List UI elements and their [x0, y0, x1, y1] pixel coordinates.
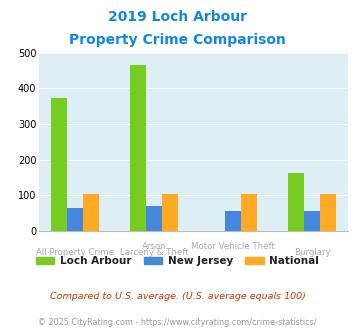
Text: © 2025 CityRating.com - https://www.cityrating.com/crime-statistics/: © 2025 CityRating.com - https://www.city… — [38, 318, 317, 327]
Bar — [146, 206, 162, 231]
Bar — [130, 65, 146, 231]
Bar — [51, 98, 67, 231]
Bar — [304, 211, 320, 231]
Text: 2019 Loch Arbour: 2019 Loch Arbour — [108, 10, 247, 24]
Bar — [67, 208, 83, 231]
Bar — [225, 211, 241, 231]
Bar — [241, 194, 257, 231]
Bar — [162, 194, 178, 231]
Text: Property Crime Comparison: Property Crime Comparison — [69, 33, 286, 47]
Bar — [83, 194, 99, 231]
Legend: Loch Arbour, New Jersey, National: Loch Arbour, New Jersey, National — [32, 252, 323, 270]
Text: Motor Vehicle Theft: Motor Vehicle Theft — [191, 242, 275, 251]
Text: Larceny & Theft: Larceny & Theft — [120, 248, 188, 257]
Bar — [320, 194, 336, 231]
Bar — [288, 173, 304, 231]
Text: All Property Crime: All Property Crime — [36, 248, 114, 257]
Text: Compared to U.S. average. (U.S. average equals 100): Compared to U.S. average. (U.S. average … — [50, 292, 305, 301]
Text: Burglary: Burglary — [294, 248, 330, 257]
Text: Arson: Arson — [142, 242, 166, 251]
